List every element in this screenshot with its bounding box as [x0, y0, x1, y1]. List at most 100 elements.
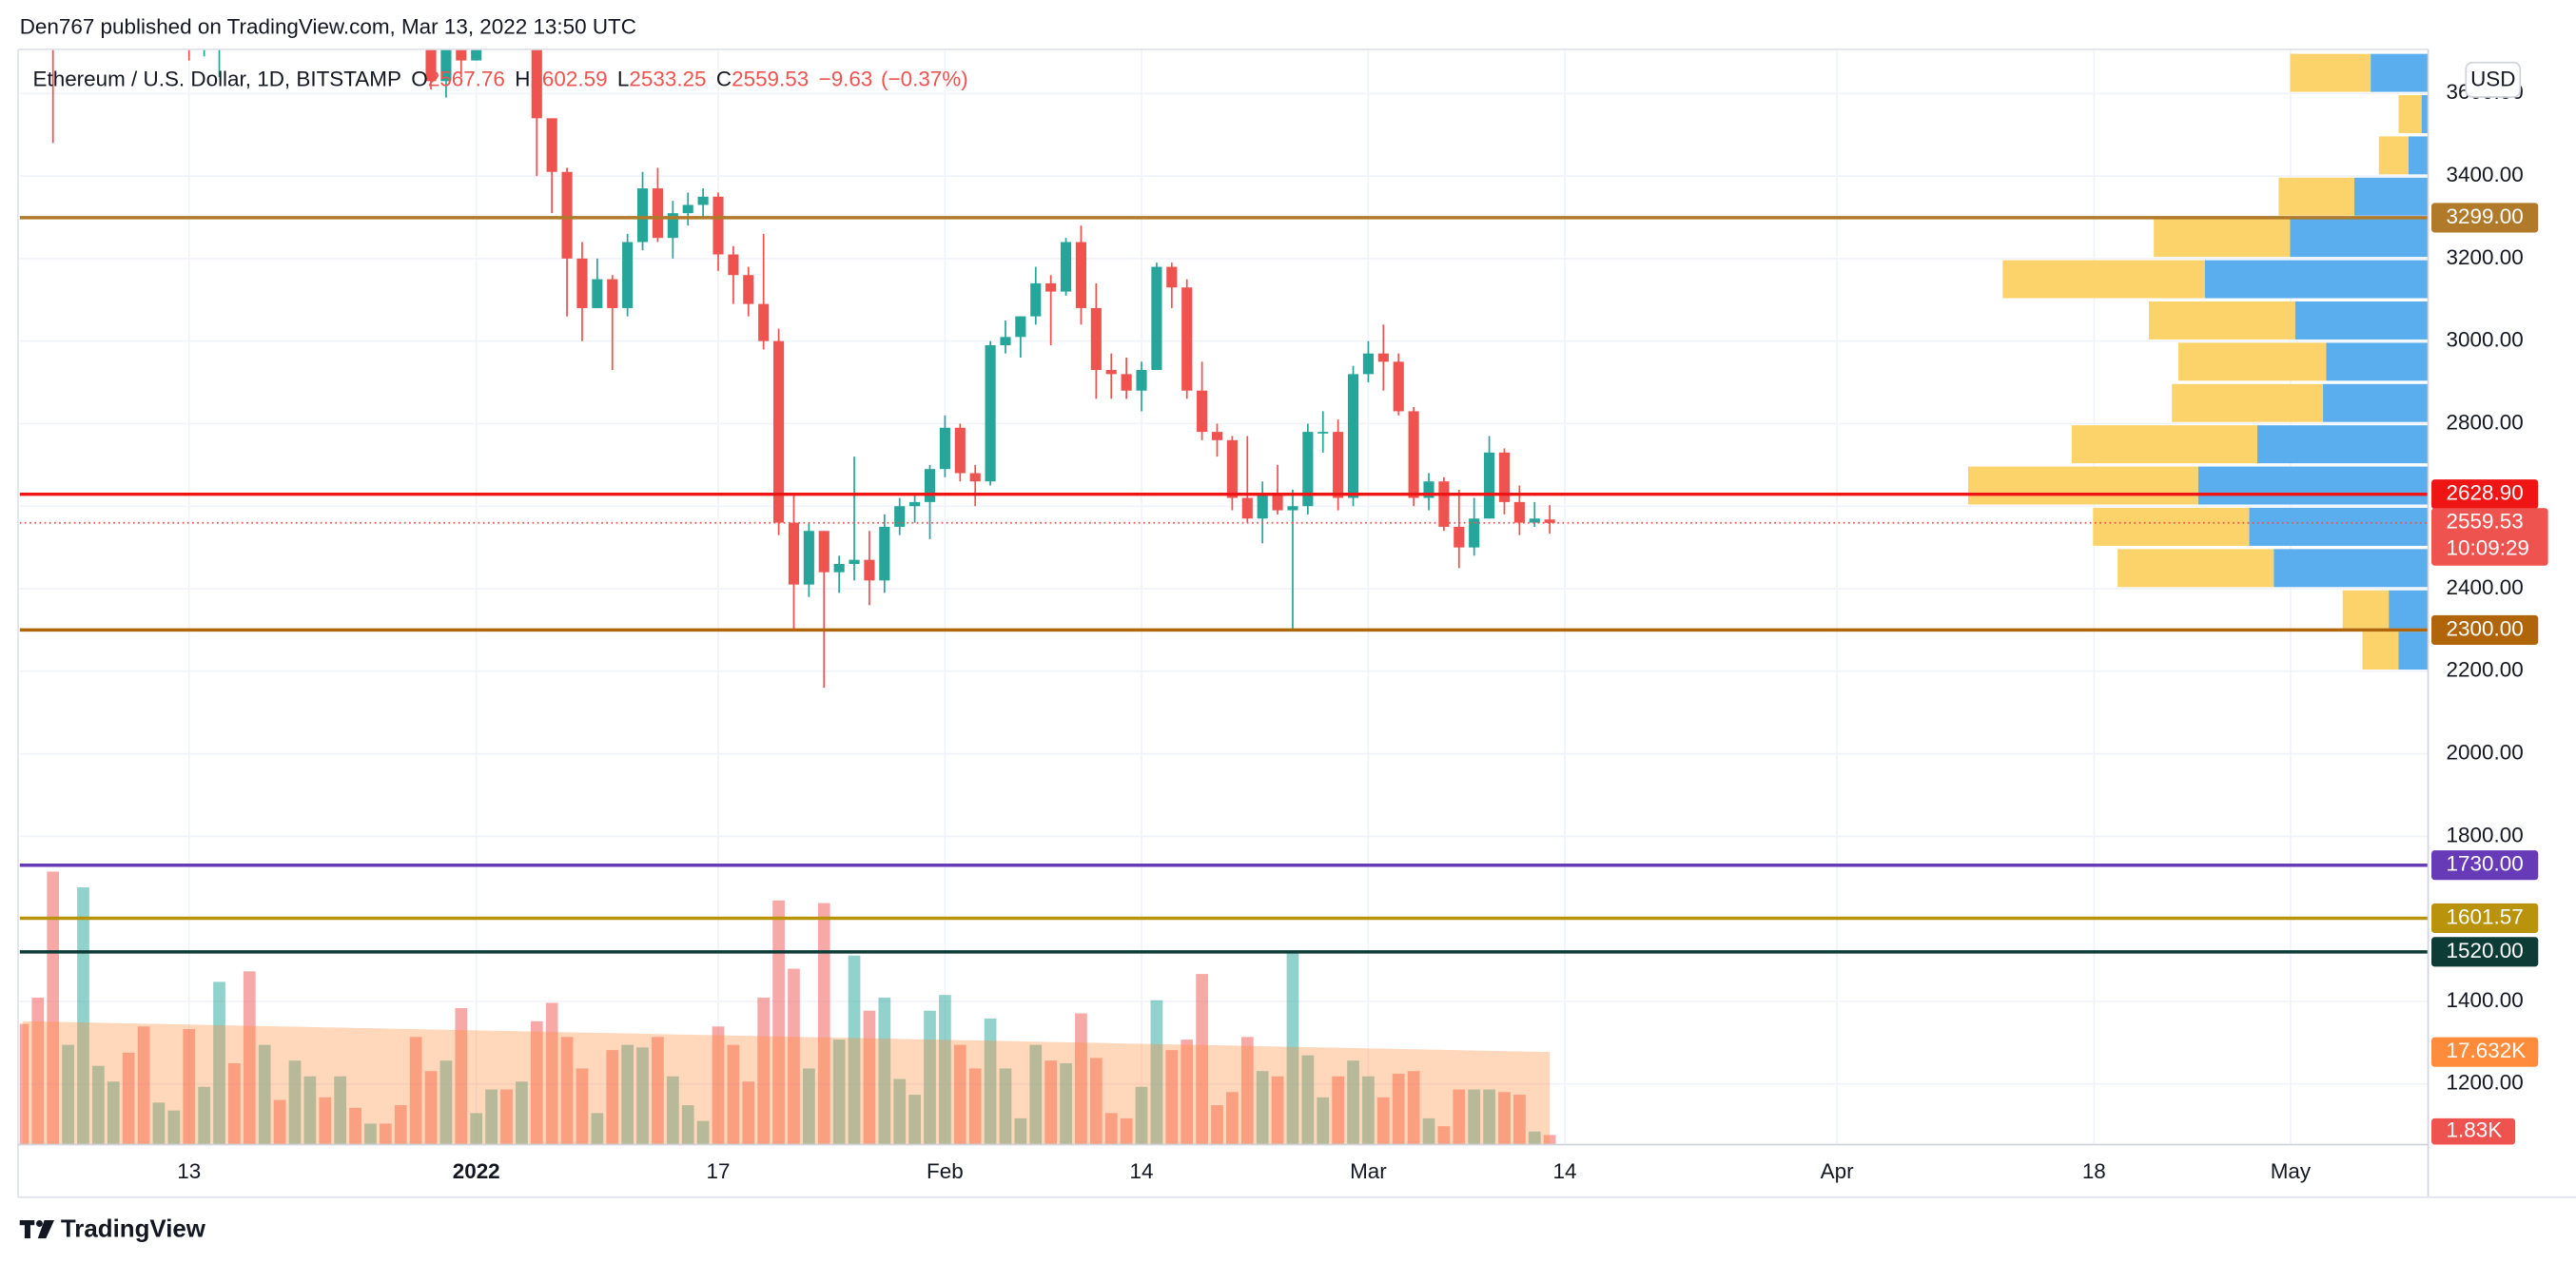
- level-label: 2300.00: [2447, 616, 2524, 640]
- legend: Ethereum / U.S. Dollar, 1D, BITSTAMP O256…: [33, 68, 968, 91]
- volume-bar: [908, 1095, 921, 1145]
- volume-bar: [439, 1060, 453, 1145]
- volume-bar: [1150, 1000, 1163, 1145]
- candle-body: [1544, 519, 1555, 523]
- volume-bar: [1135, 1086, 1148, 1145]
- candle-body: [1408, 411, 1419, 498]
- volume-bar: [152, 1102, 166, 1145]
- volume-bar: [1376, 1097, 1390, 1145]
- currency-button-label[interactable]: USD: [2470, 68, 2515, 91]
- legend-title: Ethereum / U.S. Dollar, 1D, BITSTAMP: [33, 68, 401, 91]
- volume-bar: [1392, 1073, 1405, 1145]
- volume-bar: [999, 1068, 1012, 1145]
- candle-body: [697, 196, 709, 205]
- volume-bar: [1120, 1117, 1133, 1145]
- volume-bar: [470, 1113, 483, 1145]
- volume-bar: [984, 1019, 997, 1145]
- volume-bar: [1104, 1113, 1118, 1145]
- volume-bar: [1181, 1040, 1194, 1145]
- candle-body: [1060, 242, 1072, 292]
- candle-body: [985, 344, 996, 482]
- volume-bar: [1528, 1131, 1541, 1145]
- candle-body: [576, 258, 588, 308]
- profile-up-bar: [2421, 95, 2429, 133]
- volume-bar: [817, 903, 830, 1145]
- countdown-label: 10:09:29: [2447, 535, 2529, 559]
- volume-bar: [953, 1044, 966, 1145]
- x-tick-label: 14: [1553, 1159, 1577, 1183]
- volume-bar: [545, 1002, 558, 1145]
- legend-h: H: [515, 68, 530, 91]
- candle-body: [1513, 501, 1525, 523]
- profile-up-bar: [2249, 507, 2429, 546]
- volume-bar: [576, 1068, 589, 1145]
- volume-bar: [1256, 1071, 1269, 1145]
- axes: [17, 49, 2576, 1198]
- volume-bar: [1468, 1089, 1481, 1145]
- profile-down-bar: [2172, 383, 2324, 422]
- candle-body: [1333, 432, 1344, 498]
- candle-body: [954, 427, 966, 474]
- legend-high: 2602.59: [530, 68, 607, 91]
- volume-bar: [92, 1065, 105, 1145]
- volume-bar: [924, 1010, 936, 1145]
- legend-l: L: [617, 68, 629, 91]
- volume-bar: [243, 971, 256, 1145]
- volume-bar: [1332, 1076, 1344, 1145]
- candle-body: [546, 118, 557, 172]
- candle-body: [1484, 452, 1495, 519]
- volume-bar: [1437, 1126, 1451, 1145]
- volume-bar: [1165, 1050, 1179, 1145]
- candle-body: [1015, 316, 1026, 338]
- volume-bar: [500, 1089, 513, 1145]
- legend-close: 2559.53: [732, 68, 809, 91]
- volume-bar: [485, 1089, 498, 1145]
- volume-bar: [455, 1007, 468, 1145]
- profile-up-bar: [2353, 177, 2429, 216]
- candle-body: [1166, 266, 1178, 288]
- candle-body: [1377, 353, 1389, 362]
- volume-bar: [712, 1026, 725, 1145]
- profile-down-bar: [2002, 260, 2205, 299]
- candle-body: [592, 279, 603, 308]
- candle-body: [1287, 506, 1298, 511]
- profile-down-bar: [2093, 507, 2250, 546]
- candle-body: [682, 204, 693, 214]
- x-tick-label: 17: [707, 1159, 731, 1183]
- legend-change-percent: (−0.37%): [881, 68, 968, 91]
- volume-bar: [1498, 1092, 1511, 1145]
- profile-down-bar: [2178, 342, 2327, 381]
- volume-bar: [1226, 1092, 1239, 1145]
- volume-bar: [1211, 1105, 1223, 1145]
- x-tick-label: 14: [1130, 1159, 1154, 1183]
- candle-body: [1197, 390, 1208, 433]
- candle-body: [818, 531, 829, 573]
- candle-body: [1241, 497, 1253, 519]
- volume-bar: [606, 1050, 619, 1145]
- level-badge: [2431, 614, 2539, 645]
- candle-body: [561, 171, 573, 259]
- currency-button[interactable]: USD: [2465, 61, 2522, 98]
- y-tick-label: 3000.00: [2447, 328, 2524, 352]
- candle-body: [622, 242, 634, 308]
- volume-bar: [137, 1026, 150, 1145]
- candle-body: [1181, 287, 1193, 391]
- volume-bar: [31, 997, 45, 1145]
- volume-bar: [409, 1037, 422, 1145]
- volume-bar: [394, 1105, 407, 1145]
- profile-up-bar: [2197, 466, 2429, 505]
- profile-down-bar: [2148, 301, 2295, 340]
- volume-bar: [319, 1097, 332, 1145]
- x-tick-label: May: [2271, 1159, 2312, 1183]
- volume-bar: [621, 1044, 634, 1145]
- currency-button-box[interactable]: [2465, 61, 2522, 98]
- candle-body: [1105, 370, 1117, 375]
- volume-bar: [742, 1081, 755, 1145]
- level-badge: [2431, 203, 2539, 233]
- x-tick-label: Mar: [1350, 1159, 1387, 1183]
- legend-open: 2567.76: [428, 68, 505, 91]
- candle-body: [909, 501, 921, 507]
- volume-bar: [303, 1076, 317, 1145]
- volume-bar: [424, 1071, 438, 1145]
- volume-bar: [1286, 950, 1299, 1145]
